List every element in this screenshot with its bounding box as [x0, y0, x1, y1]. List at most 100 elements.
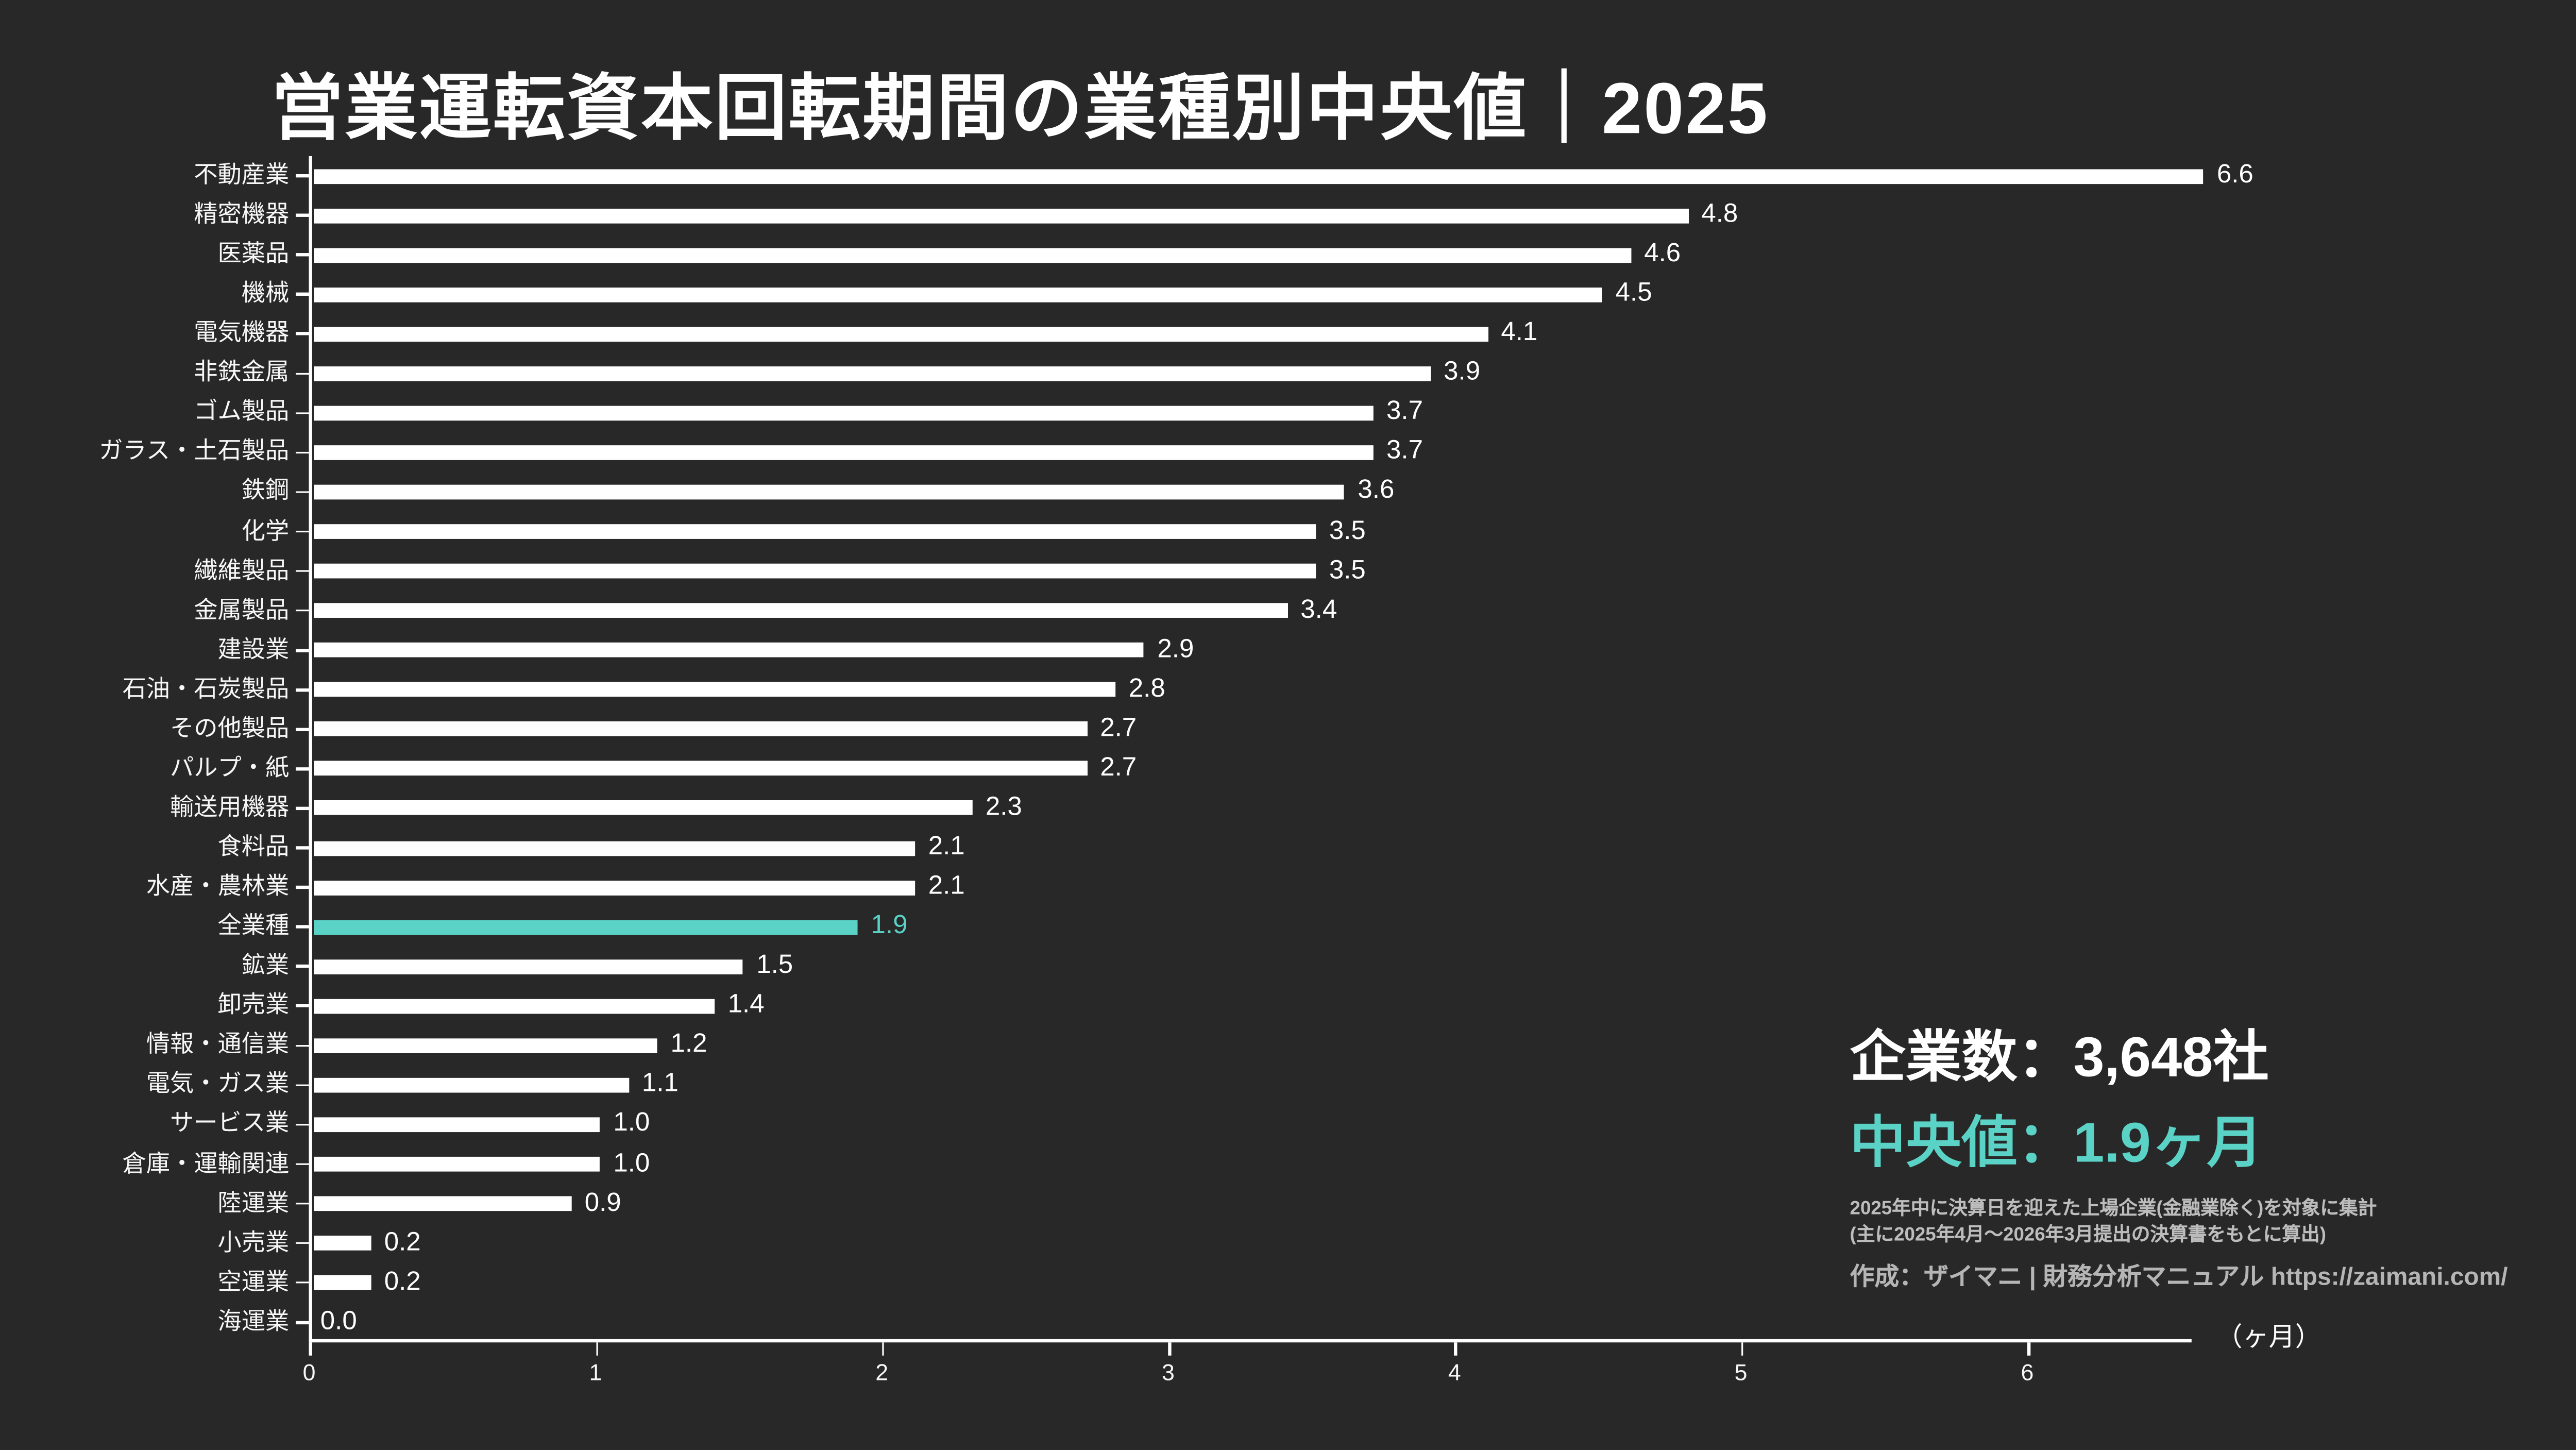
category-label: 電気機器	[194, 321, 290, 347]
x-axis-tick	[882, 1342, 885, 1356]
bar	[314, 682, 1116, 697]
bar	[314, 603, 1287, 618]
y-axis-tick	[295, 609, 309, 612]
y-axis-tick	[295, 807, 309, 810]
category-label: 卸売業	[217, 992, 290, 1019]
bar	[314, 366, 1431, 381]
bar-highlight	[314, 919, 858, 935]
y-axis-tick	[295, 688, 309, 692]
category-label: 輸送用機器	[170, 795, 290, 822]
bar	[314, 208, 1688, 223]
value-label: 6.6	[2216, 161, 2253, 189]
value-label: 2.1	[928, 833, 965, 861]
y-axis-tick	[295, 530, 309, 533]
bar	[314, 247, 1631, 262]
x-axis-tick-label: 3	[1162, 1359, 1175, 1386]
value-label: 1.5	[756, 951, 793, 980]
x-axis-tick-label: 5	[1734, 1359, 1748, 1386]
value-label: 0.9	[584, 1189, 621, 1217]
y-axis-tick	[295, 728, 309, 731]
bar	[314, 801, 973, 816]
category-label: ガラス・土石製品	[99, 439, 290, 466]
value-label: 0.0	[320, 1307, 357, 1336]
value-label: 3.5	[1329, 556, 1366, 584]
category-label: 金属製品	[194, 597, 290, 624]
x-axis-line	[309, 1339, 2192, 1343]
bar	[314, 445, 1374, 460]
category-label: 電気・ガス業	[146, 1072, 290, 1099]
median-value-text: 中央値：1.9ヶ月	[1850, 1112, 2263, 1175]
category-label: 情報・通信業	[146, 1032, 290, 1059]
y-axis-tick	[295, 767, 309, 770]
value-label: 2.7	[1100, 714, 1137, 743]
bar	[314, 1236, 371, 1251]
bar	[314, 1196, 572, 1211]
x-axis-unit-label: （ヶ月）	[2216, 1324, 2321, 1353]
y-axis-tick	[295, 925, 309, 929]
value-label: 1.4	[727, 991, 765, 1019]
value-label: 4.5	[1615, 279, 1652, 308]
x-axis-tick-label: 2	[875, 1359, 889, 1386]
y-axis-tick	[295, 174, 309, 177]
bar	[314, 959, 743, 974]
category-label: 鉄鋼	[241, 479, 290, 505]
bar	[314, 840, 916, 855]
value-label: 2.3	[985, 794, 1022, 822]
category-label: ゴム製品	[194, 400, 290, 427]
x-axis-tick-label: 1	[589, 1359, 602, 1386]
value-label: 1.9	[871, 912, 908, 940]
y-axis-tick	[295, 1123, 309, 1126]
y-axis-tick	[295, 293, 309, 296]
value-label: 1.2	[670, 1031, 707, 1059]
value-label: 3.9	[1444, 359, 1481, 387]
x-axis-tick	[1454, 1342, 1458, 1356]
bar	[314, 1117, 600, 1132]
category-label: 陸運業	[217, 1190, 290, 1217]
category-label: パルプ・紙	[170, 755, 290, 782]
y-axis-tick	[295, 1004, 309, 1007]
y-axis-tick	[295, 491, 309, 494]
bar	[314, 1275, 371, 1290]
y-axis-tick	[295, 1084, 309, 1087]
bar	[314, 761, 1087, 777]
y-axis-tick	[295, 451, 309, 454]
category-label: 化学	[241, 518, 290, 545]
value-label: 3.5	[1329, 516, 1366, 545]
value-label: 1.0	[613, 1109, 650, 1138]
x-axis-tick-label: 4	[1448, 1359, 1461, 1386]
category-label: 小売業	[217, 1230, 290, 1257]
bar	[314, 880, 916, 895]
value-label: 4.8	[1701, 200, 1738, 229]
value-label: 2.8	[1128, 675, 1165, 703]
y-axis-tick	[295, 965, 309, 968]
bar	[314, 1156, 600, 1172]
value-label: 3.4	[1300, 596, 1337, 624]
category-label: サービス業	[170, 1111, 290, 1138]
value-label: 1.0	[613, 1149, 650, 1177]
companies-count-text: 企業数：3,648社	[1850, 1026, 2269, 1090]
bar	[314, 286, 1603, 302]
y-axis-tick	[295, 846, 309, 849]
category-label: 非鉄金属	[194, 360, 290, 387]
category-label: 建設業	[217, 637, 290, 664]
y-axis-tick	[295, 886, 309, 889]
value-label: 0.2	[384, 1268, 421, 1296]
bar	[314, 643, 1144, 658]
y-axis-tick	[295, 372, 309, 375]
value-label: 4.6	[1644, 240, 1681, 268]
x-axis-tick	[1741, 1342, 1744, 1356]
category-label: 鉱業	[241, 953, 290, 980]
category-label: 倉庫・運輸関連	[122, 1151, 290, 1177]
category-label: 水産・農林業	[146, 874, 290, 901]
value-label: 3.7	[1386, 437, 1423, 466]
bar	[314, 406, 1374, 420]
value-label: 2.7	[1100, 754, 1137, 782]
value-label: 3.7	[1386, 398, 1423, 427]
x-axis-tick	[309, 1342, 312, 1356]
bar	[314, 564, 1316, 579]
bar	[314, 998, 715, 1014]
category-label: 不動産業	[194, 162, 290, 189]
value-label: 3.6	[1358, 477, 1395, 505]
